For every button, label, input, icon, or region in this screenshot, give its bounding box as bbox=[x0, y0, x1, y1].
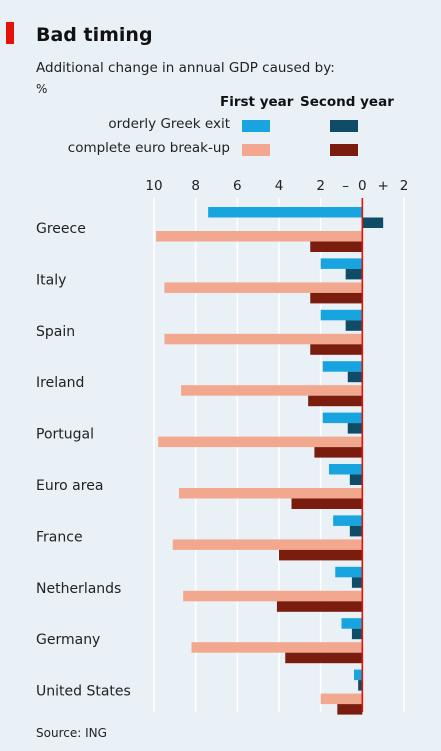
bar bbox=[335, 566, 363, 578]
bar bbox=[362, 217, 384, 228]
legend-header-first-year: First year bbox=[220, 94, 294, 110]
bar bbox=[329, 464, 363, 475]
legend-label-greek-exit: orderly Greek exit bbox=[108, 116, 230, 132]
bar bbox=[310, 241, 363, 252]
legend-label-euro-breakup: complete euro break-up bbox=[67, 140, 230, 156]
bar bbox=[191, 642, 363, 653]
brand-tab bbox=[6, 22, 14, 44]
bar bbox=[279, 549, 363, 561]
bar bbox=[322, 412, 363, 424]
chart-title: Bad timing bbox=[36, 24, 153, 46]
bar bbox=[285, 652, 363, 664]
bar bbox=[208, 207, 363, 218]
chart-subtitle: Additional change in annual GDP caused b… bbox=[36, 60, 335, 76]
bar bbox=[179, 488, 363, 499]
x-tick-label: 0 bbox=[358, 178, 367, 194]
bar bbox=[354, 669, 363, 681]
legend-header-second-year: Second year bbox=[300, 94, 394, 110]
category-label: Netherlands bbox=[36, 581, 121, 597]
x-tick-label: 6 bbox=[233, 178, 242, 194]
bar bbox=[351, 628, 363, 640]
bar bbox=[341, 618, 363, 629]
bar bbox=[156, 231, 363, 242]
bar bbox=[333, 515, 363, 526]
bar bbox=[320, 309, 363, 321]
bar bbox=[310, 344, 363, 355]
x-tick-label: – bbox=[342, 178, 349, 194]
bar bbox=[349, 525, 363, 537]
bar bbox=[172, 539, 363, 550]
bar bbox=[347, 423, 363, 434]
category-label: Portugal bbox=[36, 427, 94, 443]
legend-swatch-greek-second bbox=[330, 120, 358, 132]
category-label: Euro area bbox=[36, 478, 103, 494]
category-label: Ireland bbox=[36, 375, 84, 391]
bar bbox=[347, 371, 363, 383]
unit-label: % bbox=[36, 82, 48, 96]
category-label: Greece bbox=[36, 221, 86, 237]
category-label: Spain bbox=[36, 324, 75, 340]
bar bbox=[314, 447, 363, 458]
bar bbox=[308, 395, 363, 407]
x-tick-label: 8 bbox=[191, 178, 200, 194]
legend-swatch-greek-first bbox=[242, 120, 270, 132]
category-label: United States bbox=[36, 684, 131, 700]
bar bbox=[158, 436, 363, 448]
x-tick-label: 4 bbox=[275, 178, 284, 194]
bar bbox=[337, 704, 363, 715]
source-note: Source: ING bbox=[36, 726, 107, 740]
bar bbox=[349, 474, 363, 485]
bar bbox=[291, 498, 363, 509]
bar bbox=[351, 577, 363, 588]
bar bbox=[320, 693, 363, 705]
x-tick-label: 2 bbox=[400, 178, 409, 194]
bar bbox=[345, 268, 363, 280]
legend-swatch-euro-first bbox=[242, 144, 270, 156]
bar bbox=[345, 320, 363, 331]
category-label: France bbox=[36, 529, 83, 545]
bar bbox=[164, 333, 363, 345]
x-tick-label: 10 bbox=[145, 178, 162, 194]
x-tick-label: 2 bbox=[316, 178, 325, 194]
x-tick-label: + bbox=[378, 178, 389, 194]
bar bbox=[164, 282, 363, 293]
bar bbox=[181, 385, 363, 396]
bar bbox=[276, 601, 363, 612]
bar bbox=[358, 680, 363, 691]
category-label: Germany bbox=[36, 632, 100, 648]
bar bbox=[320, 258, 363, 269]
legend-swatch-euro-second bbox=[330, 144, 358, 156]
bar bbox=[183, 590, 363, 602]
bar bbox=[322, 361, 363, 372]
bar bbox=[310, 292, 363, 304]
category-label: Italy bbox=[36, 272, 66, 288]
